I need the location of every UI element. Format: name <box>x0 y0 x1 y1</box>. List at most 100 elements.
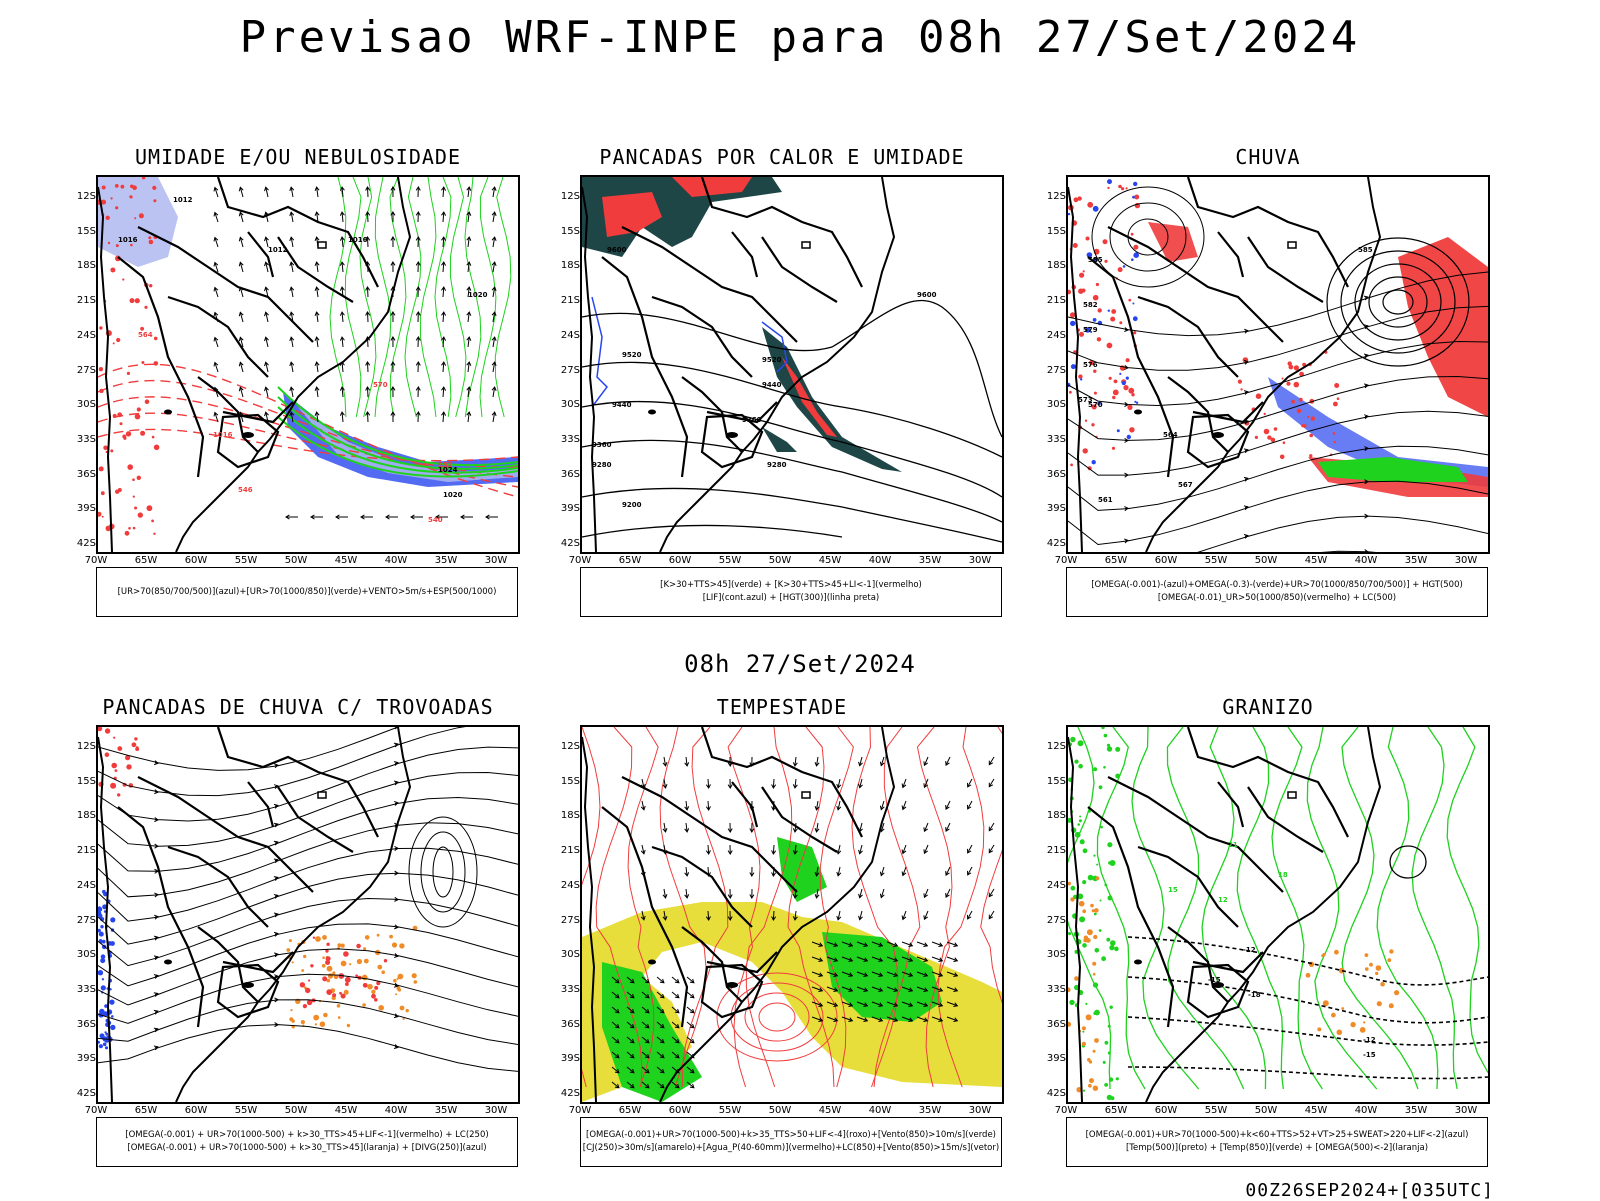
temp850-detail <box>1075 832 1081 838</box>
rain-blue-cell <box>1068 213 1070 215</box>
rain-red-cell <box>1070 312 1075 317</box>
rain-red-cell <box>1303 424 1307 428</box>
lat-tick-label: 24S <box>72 880 96 891</box>
rain-blue-cell <box>1132 196 1135 199</box>
omega-cell <box>1093 1050 1096 1053</box>
omega-cell <box>1093 935 1097 939</box>
lat-tick-label: 33S <box>72 434 96 445</box>
contour-label: 540 <box>428 516 443 524</box>
streamline <box>98 1000 518 1045</box>
panel-title: PANCADAS POR CALOR E UMIDADE <box>562 145 1002 169</box>
divergence-cell <box>102 940 106 944</box>
rain-red-cell <box>1127 405 1132 410</box>
thunder-red-cell <box>110 783 116 789</box>
thunder-red-cell <box>374 998 378 1002</box>
country-border <box>1138 297 1238 377</box>
thunder-orange-cell <box>412 973 417 978</box>
rain-red-cell <box>1085 420 1087 422</box>
rain-red-cell <box>1111 309 1116 314</box>
thunder-red-cell <box>345 982 349 986</box>
rain-blue-cell <box>1127 435 1131 439</box>
omega-cell <box>1363 1021 1365 1023</box>
omega-cell <box>1387 958 1391 962</box>
contour-label: 1016 <box>213 431 233 439</box>
rain-red-cell <box>1264 429 1270 435</box>
lake-marker <box>1212 432 1224 438</box>
lon-tick-label: 65W <box>131 555 161 566</box>
legend-line: [OMEGA(-0.001) + UR>70(1000-500) + k>30_… <box>125 1129 488 1142</box>
contour-label: 1020 <box>443 491 463 499</box>
lon-tick-label: 55W <box>715 1105 745 1116</box>
omega-cell <box>1082 1042 1086 1046</box>
temp850-detail <box>1104 1083 1108 1087</box>
contour-label: 9360 <box>592 441 612 449</box>
humidity-red-contour <box>118 488 122 492</box>
lat-tick-label: 42S <box>72 538 96 549</box>
omega-cell <box>1093 973 1096 976</box>
thunder-red-cell <box>355 974 358 977</box>
rain-blue-cell <box>1133 316 1138 321</box>
lat-tick-label: 42S <box>1042 1088 1066 1099</box>
lat-tick-label: 33S <box>1042 434 1066 445</box>
lat-tick-label: 36S <box>72 1019 96 1030</box>
lat-tick-label: 42S <box>556 538 580 549</box>
rain-red-cell <box>1074 197 1079 202</box>
humidity-red-contour <box>147 505 153 511</box>
omega-cell <box>1394 990 1399 995</box>
lat-tick-label: 27S <box>72 915 96 926</box>
coastline <box>176 727 410 1102</box>
lat-tick-label: 27S <box>72 365 96 376</box>
rain-red-cell <box>1094 392 1097 395</box>
thunder-orange-cell <box>397 978 399 980</box>
thunder-orange-cell <box>378 1005 384 1011</box>
humidity-red-contour <box>98 512 102 517</box>
rain-red-cell <box>1129 427 1134 432</box>
contour-label: 1012 <box>173 196 193 204</box>
divergence-cell <box>101 985 106 990</box>
streamline-850 <box>759 1003 795 1031</box>
lat-tick-label: 12S <box>556 741 580 752</box>
rain-red-cell <box>1128 388 1134 394</box>
streamline-eddy <box>409 817 477 927</box>
temp850-detail <box>1070 737 1075 742</box>
contour-label: -15 <box>1363 1051 1376 1059</box>
thunder-red-cell <box>117 793 120 796</box>
map-area <box>96 725 520 1104</box>
rain-red-cell <box>1079 273 1084 278</box>
divergence-cell <box>110 1025 115 1030</box>
contour-label: 579 <box>1083 326 1098 334</box>
omega-cell <box>1360 1027 1366 1033</box>
lake-marker <box>648 410 656 415</box>
thunder-orange-cell <box>322 964 326 968</box>
rain-red-cell <box>1107 187 1109 189</box>
temp850-contour <box>1202 727 1266 1089</box>
lon-tick-label: 30W <box>1451 1105 1481 1116</box>
humidity-red-contour <box>135 298 140 303</box>
lat-tick-label: 39S <box>1042 1053 1066 1064</box>
contour-label: 1012 <box>268 246 288 254</box>
streamline <box>98 899 518 966</box>
coastline <box>1068 187 1082 552</box>
lat-tick-label: 36S <box>556 1019 580 1030</box>
thunder-red-cell <box>326 943 329 946</box>
lat-tick-label: 24S <box>72 330 96 341</box>
rain-red-cell <box>1068 290 1071 295</box>
map-canvas <box>582 727 1002 1102</box>
rain-red-cell <box>1337 397 1340 400</box>
rain-blue-cell <box>1119 373 1121 375</box>
lon-tick-label: 40W <box>381 555 411 566</box>
thunder-orange-cell <box>365 935 370 940</box>
contour-label: 18 <box>1278 871 1288 879</box>
temp850-detail <box>1105 1041 1109 1045</box>
temp850-detail <box>1109 1077 1113 1081</box>
humidity-green-contour <box>450 177 465 417</box>
temp850-detail <box>1082 1031 1084 1033</box>
lon-tick-label: 55W <box>1201 555 1231 566</box>
humidity-red-contour <box>135 414 141 420</box>
humidity-red-contour <box>152 436 155 439</box>
contour-label: 564 <box>138 331 153 339</box>
humidity-red-contour <box>121 185 125 189</box>
